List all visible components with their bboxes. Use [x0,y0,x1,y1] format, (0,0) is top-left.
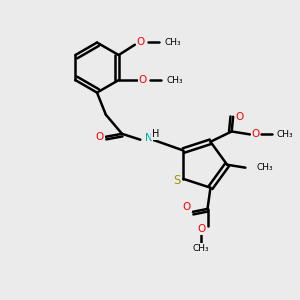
Text: CH₃: CH₃ [276,130,293,139]
Text: O: O [138,75,146,85]
Text: CH₃: CH₃ [193,244,209,253]
Text: S: S [173,174,181,187]
Text: N: N [145,133,152,143]
Text: O: O [96,132,104,142]
Text: H: H [152,129,159,140]
Text: CH₃: CH₃ [167,76,183,85]
Text: O: O [183,202,191,212]
Text: O: O [136,38,144,47]
Text: O: O [251,129,259,140]
Text: CH₃: CH₃ [256,163,273,172]
Text: CH₃: CH₃ [164,38,181,47]
Text: O: O [197,224,205,235]
Text: O: O [236,112,244,122]
